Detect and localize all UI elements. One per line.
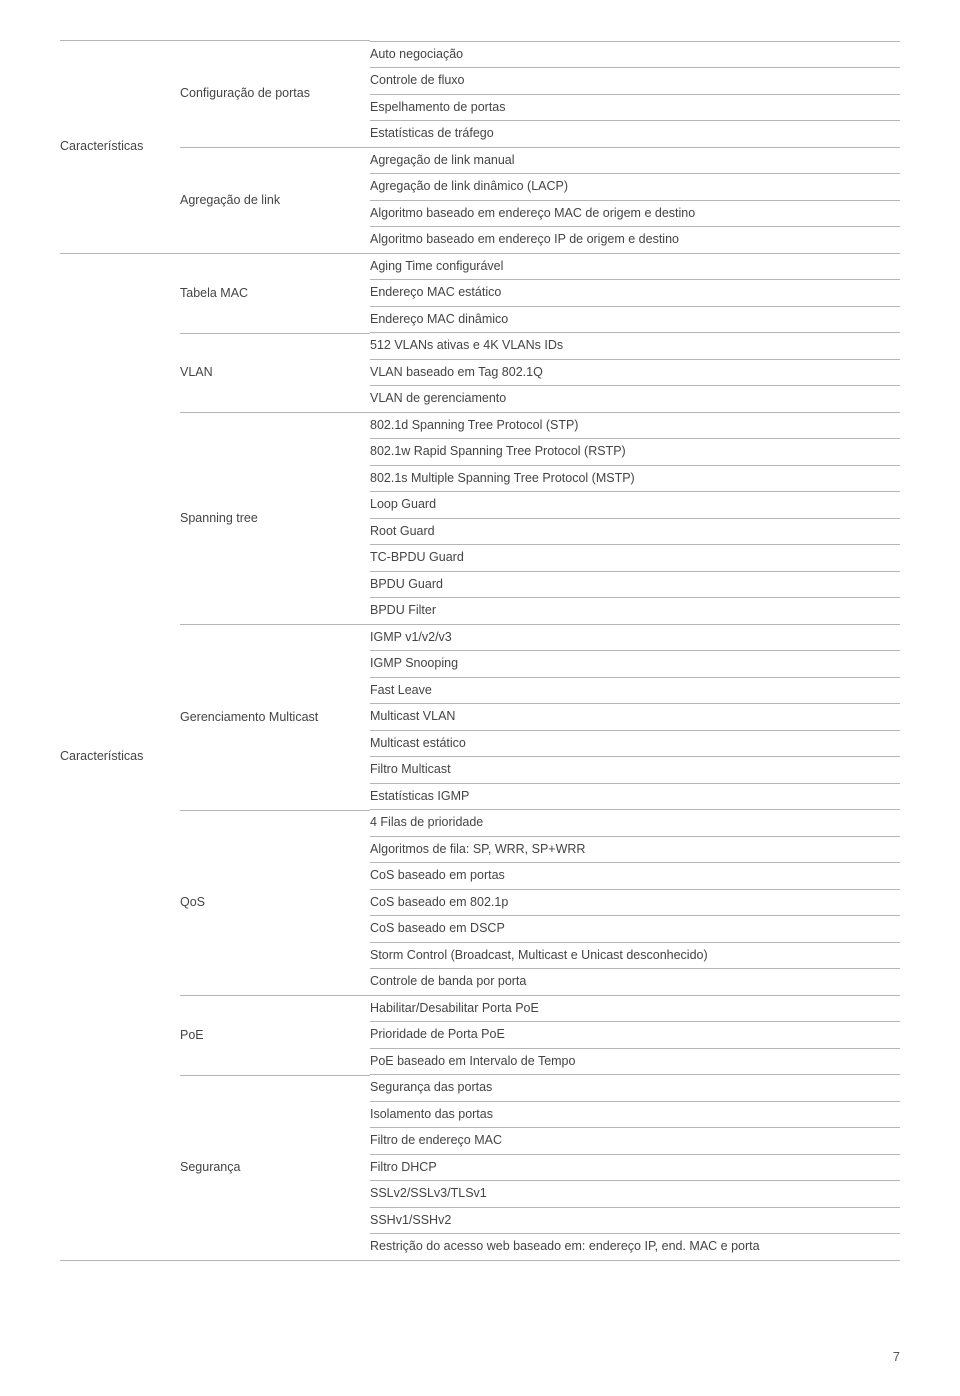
spec-value: Prioridade de Porta PoE [370,1022,900,1049]
spec-value: Filtro de endereço MAC [370,1128,900,1155]
spec-value: Filtro Multicast [370,757,900,784]
table-row: Agregação de linkAgregação de link manua… [60,148,900,175]
spec-value: CoS baseado em 802.1p [370,890,900,917]
table-row: CaracterísticasTabela MACAging Time conf… [60,254,900,281]
table-row: QoS4 Filas de prioridade [60,810,900,837]
spec-value: Loop Guard [370,492,900,519]
spec-value: Root Guard [370,519,900,546]
sub-category: QoS [180,810,370,996]
spec-value: TC-BPDU Guard [370,545,900,572]
spec-value: Habilitar/Desabilitar Porta PoE [370,996,900,1023]
page-number: 7 [893,1348,900,1366]
spec-value: Storm Control (Broadcast, Multicast e Un… [370,943,900,970]
spec-value: IGMP v1/v2/v3 [370,625,900,652]
sub-category: PoE [180,996,370,1076]
spec-value: Endereço MAC dinâmico [370,307,900,334]
spec-value: Controle de banda por porta [370,969,900,996]
spec-value: Agregação de link manual [370,148,900,175]
sub-category: VLAN [180,333,370,413]
sub-category: Tabela MAC [180,254,370,334]
table-row: Gerenciamento MulticastIGMP v1/v2/v3 [60,625,900,652]
spec-value: 802.1s Multiple Spanning Tree Protocol (… [370,466,900,493]
spec-value: Algoritmo baseado em endereço MAC de ori… [370,201,900,228]
spec-value: BPDU Guard [370,572,900,599]
spec-value: Isolamento das portas [370,1102,900,1129]
spec-value: Algoritmos de fila: SP, WRR, SP+WRR [370,837,900,864]
spec-value: Fast Leave [370,678,900,705]
spec-value: Algoritmo baseado em endereço IP de orig… [370,227,900,254]
spec-value: 512 VLANs ativas e 4K VLANs IDs [370,333,900,360]
spec-value: Estatísticas de tráfego [370,121,900,148]
spec-value: Multicast VLAN [370,704,900,731]
spec-value: Endereço MAC estático [370,280,900,307]
table-row: CaracterísticasConfiguração de portasAut… [60,41,900,69]
table-row: PoEHabilitar/Desabilitar Porta PoE [60,996,900,1023]
spec-value: Multicast estático [370,731,900,758]
spec-value: Estatísticas IGMP [370,784,900,811]
spec-value: SSLv2/SSLv3/TLSv1 [370,1181,900,1208]
spec-value: SSHv1/SSHv2 [370,1208,900,1235]
spec-value: Segurança das portas [370,1075,900,1102]
main-category: Características [60,41,180,254]
sub-category: Configuração de portas [180,41,370,148]
table-row: SegurançaSegurança das portas [60,1075,900,1102]
spec-value: Controle de fluxo [370,68,900,95]
sub-category: Segurança [180,1075,370,1261]
table-row: VLAN512 VLANs ativas e 4K VLANs IDs [60,333,900,360]
main-category: Características [60,254,180,1261]
spec-value: VLAN baseado em Tag 802.1Q [370,360,900,387]
spec-value: CoS baseado em DSCP [370,916,900,943]
spec-value: 802.1w Rapid Spanning Tree Protocol (RST… [370,439,900,466]
sub-category: Agregação de link [180,148,370,254]
sub-category: Gerenciamento Multicast [180,625,370,811]
spec-value: Auto negociação [370,41,900,69]
spec-value: PoE baseado em Intervalo de Tempo [370,1049,900,1076]
sub-category: Spanning tree [180,413,370,625]
spec-value: Filtro DHCP [370,1155,900,1182]
spec-value: 802.1d Spanning Tree Protocol (STP) [370,413,900,440]
spec-value: BPDU Filter [370,598,900,625]
spec-value: Espelhamento de portas [370,95,900,122]
spec-value: Restrição do acesso web baseado em: ende… [370,1234,900,1261]
spec-value: Agregação de link dinâmico (LACP) [370,174,900,201]
spec-value: Aging Time configurável [370,254,900,281]
table-row: Spanning tree802.1d Spanning Tree Protoc… [60,413,900,440]
spec-value: 4 Filas de prioridade [370,810,900,837]
spec-value: VLAN de gerenciamento [370,386,900,413]
spec-value: IGMP Snooping [370,651,900,678]
spec-table: CaracterísticasConfiguração de portasAut… [60,40,900,1261]
spec-value: CoS baseado em portas [370,863,900,890]
